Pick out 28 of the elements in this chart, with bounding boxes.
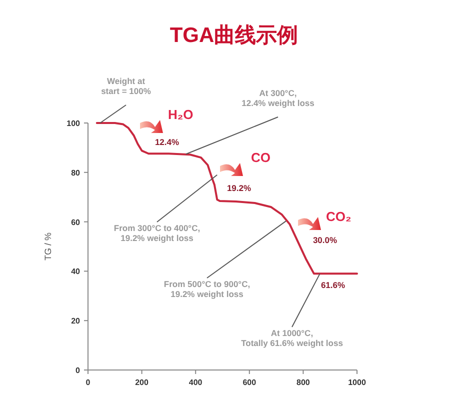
annotation: At 300°C, 12.4% weight loss — [242, 88, 315, 108]
y-tick-label: 80 — [71, 168, 81, 178]
annotation: CO₂ — [326, 209, 352, 224]
annotation: Weight at start = 100% — [101, 76, 152, 96]
annotation: 30.0% — [312, 235, 338, 245]
text: H₂O — [168, 107, 194, 122]
chart-title: TGA曲线示例 — [170, 24, 298, 47]
annotation: From 300°C to 400°C, 19.2% weight loss — [114, 174, 218, 243]
annotation: Weight at start = 100% — [100, 76, 151, 124]
annotation: At 1000°C, Totally 61.6% weight loss — [241, 328, 344, 348]
y-tick-label: 0 — [76, 366, 81, 375]
y-tick-label: 60 — [71, 218, 81, 227]
x-tick-label: 1000 — [348, 378, 366, 387]
annotation: 12.4% — [154, 137, 180, 147]
x-tick-label: 400 — [188, 378, 203, 387]
x-tick-label: 800 — [296, 378, 310, 387]
y-tick-label: 40 — [71, 267, 81, 276]
annotation: 61.6% — [320, 280, 346, 290]
y-tick-label: 20 — [71, 316, 81, 326]
annotation: From 300°C to 400°C, 19.2% weight loss — [114, 223, 200, 243]
annotation: CO — [251, 150, 270, 165]
y-tick-label: 100 — [66, 119, 81, 128]
x-tick-label: 600 — [242, 378, 257, 387]
annotation: 19.2% — [226, 183, 252, 193]
x-tick-label: 0 — [86, 378, 91, 387]
y-axis-title: TG / % — [43, 232, 53, 261]
x-tick-label: 200 — [135, 378, 150, 387]
annotation: From 500°C to 900°C, 19.2% weight loss — [164, 279, 250, 299]
